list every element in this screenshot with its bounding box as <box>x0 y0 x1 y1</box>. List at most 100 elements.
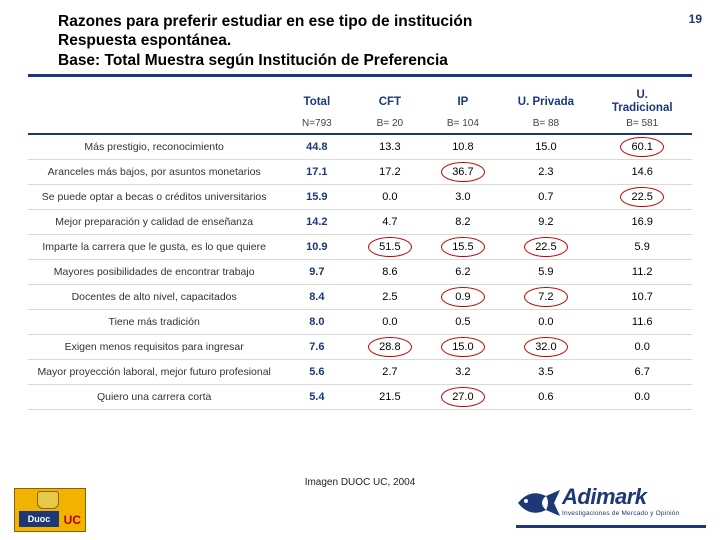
n-cell: B= 581 <box>592 118 692 134</box>
row-label: Docentes de alto nivel, capacitados <box>28 285 280 310</box>
value-cell: 3.5 <box>499 360 592 385</box>
col-header <box>28 83 280 118</box>
value-cell: 2.7 <box>353 360 426 385</box>
value-cell: 32.0 <box>499 335 592 360</box>
highlight-circle-icon <box>441 387 485 407</box>
value-cell: 17.1 <box>280 160 353 185</box>
highlight-circle-icon <box>441 237 485 257</box>
value-cell: 0.5 <box>426 310 499 335</box>
title-line-2: Respuesta espontánea. <box>58 31 692 50</box>
value-cell: 15.5 <box>426 235 499 260</box>
value-cell: 13.3 <box>353 134 426 160</box>
row-label: Aranceles más bajos, por asuntos monetar… <box>28 160 280 185</box>
value-cell: 8.0 <box>280 310 353 335</box>
table-row: Exigen menos requisitos para ingresar7.6… <box>28 335 692 360</box>
table-row: Se puede optar a becas o créditos univer… <box>28 185 692 210</box>
value-cell: 10.9 <box>280 235 353 260</box>
value-cell: 28.8 <box>353 335 426 360</box>
value-cell: 11.2 <box>592 260 692 285</box>
value-cell: 15.0 <box>499 134 592 160</box>
table-row: Tiene más tradición8.00.00.50.011.6 <box>28 310 692 335</box>
highlight-circle-icon <box>368 337 412 357</box>
row-label: Mejor preparación y calidad de enseñanza <box>28 210 280 235</box>
value-cell: 8.4 <box>280 285 353 310</box>
value-cell: 27.0 <box>426 385 499 410</box>
table-row: Imparte la carrera que le gusta, es lo q… <box>28 235 692 260</box>
value-cell: 11.6 <box>592 310 692 335</box>
value-cell: 4.7 <box>353 210 426 235</box>
value-cell: 15.0 <box>426 335 499 360</box>
value-cell: 8.2 <box>426 210 499 235</box>
value-cell: 2.3 <box>499 160 592 185</box>
highlight-circle-icon <box>620 137 664 157</box>
value-cell: 2.5 <box>353 285 426 310</box>
table-row: Docentes de alto nivel, capacitados8.42.… <box>28 285 692 310</box>
value-cell: 22.5 <box>592 185 692 210</box>
table-row: Más prestigio, reconocimiento44.813.310.… <box>28 134 692 160</box>
n-cell: B= 104 <box>426 118 499 134</box>
row-label: Tiene más tradición <box>28 310 280 335</box>
value-cell: 15.9 <box>280 185 353 210</box>
highlight-circle-icon <box>368 237 412 257</box>
duoc-uc-text: UC <box>64 513 81 527</box>
table-row: Aranceles más bajos, por asuntos monetar… <box>28 160 692 185</box>
title-block: Razones para preferir estudiar en ese ti… <box>28 12 692 77</box>
value-cell: 21.5 <box>353 385 426 410</box>
table-body: Más prestigio, reconocimiento44.813.310.… <box>28 134 692 410</box>
highlight-circle-icon <box>441 287 485 307</box>
value-cell: 0.0 <box>592 385 692 410</box>
col-header: Total <box>280 83 353 118</box>
row-label: Exigen menos requisitos para ingresar <box>28 335 280 360</box>
value-cell: 0.0 <box>499 310 592 335</box>
value-cell: 7.6 <box>280 335 353 360</box>
value-cell: 0.0 <box>592 335 692 360</box>
value-cell: 10.8 <box>426 134 499 160</box>
value-cell: 9.2 <box>499 210 592 235</box>
adimark-brand: Adimark <box>562 484 647 510</box>
value-cell: 8.6 <box>353 260 426 285</box>
value-cell: 5.9 <box>592 235 692 260</box>
highlight-circle-icon <box>441 162 485 182</box>
n-row: N=793B= 20B= 104B= 88B= 581 <box>28 118 692 134</box>
value-cell: 44.8 <box>280 134 353 160</box>
row-label: Imparte la carrera que le gusta, es lo q… <box>28 235 280 260</box>
data-table: TotalCFTIPU. PrivadaU.Tradicional N=793B… <box>28 83 692 410</box>
value-cell: 9.7 <box>280 260 353 285</box>
slide: 19 Razones para preferir estudiar en ese… <box>0 0 720 540</box>
value-cell: 10.7 <box>592 285 692 310</box>
value-cell: 0.0 <box>353 310 426 335</box>
adimark-logo: Adimark Investigaciones de Mercado y Opi… <box>516 486 706 528</box>
table-row: Mayores posibilidades de encontrar traba… <box>28 260 692 285</box>
col-header: CFT <box>353 83 426 118</box>
header-row: TotalCFTIPU. PrivadaU.Tradicional <box>28 83 692 118</box>
col-header: IP <box>426 83 499 118</box>
value-cell: 0.7 <box>499 185 592 210</box>
highlight-circle-icon <box>524 237 568 257</box>
highlight-circle-icon <box>441 337 485 357</box>
row-label: Mayores posibilidades de encontrar traba… <box>28 260 280 285</box>
table-row: Mayor proyección laboral, mejor futuro p… <box>28 360 692 385</box>
value-cell: 3.0 <box>426 185 499 210</box>
row-label: Más prestigio, reconocimiento <box>28 134 280 160</box>
highlight-circle-icon <box>620 187 664 207</box>
value-cell: 6.7 <box>592 360 692 385</box>
value-cell: 16.9 <box>592 210 692 235</box>
value-cell: 36.7 <box>426 160 499 185</box>
value-cell: 7.2 <box>499 285 592 310</box>
n-cell: N=793 <box>280 118 353 134</box>
n-cell: B= 20 <box>353 118 426 134</box>
n-cell: B= 88 <box>499 118 592 134</box>
value-cell: 22.5 <box>499 235 592 260</box>
value-cell: 6.2 <box>426 260 499 285</box>
value-cell: 0.0 <box>353 185 426 210</box>
value-cell: 5.9 <box>499 260 592 285</box>
title-line-3: Base: Total Muestra según Institución de… <box>58 51 692 70</box>
value-cell: 60.1 <box>592 134 692 160</box>
value-cell: 14.6 <box>592 160 692 185</box>
table-row: Quiero una carrera corta5.421.527.00.60.… <box>28 385 692 410</box>
value-cell: 0.6 <box>499 385 592 410</box>
value-cell: 51.5 <box>353 235 426 260</box>
adimark-sub: Investigaciones de Mercado y Opinión <box>562 510 679 517</box>
row-label: Quiero una carrera corta <box>28 385 280 410</box>
highlight-circle-icon <box>524 287 568 307</box>
